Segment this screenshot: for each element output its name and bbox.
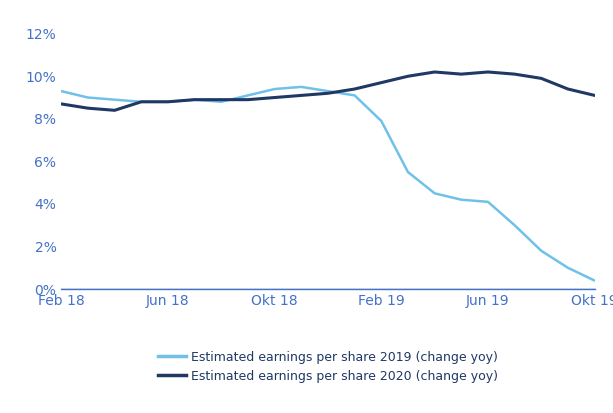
Estimated earnings per share 2019 (change yoy) [191, 97, 199, 102]
Estimated earnings per share 2019 (change yoy) [565, 265, 572, 270]
Estimated earnings per share 2019 (change yoy) [484, 199, 492, 204]
Estimated earnings per share 2019 (change yoy) [351, 93, 359, 98]
Estimated earnings per share 2019 (change yoy) [538, 248, 545, 253]
Estimated earnings per share 2019 (change yoy) [271, 87, 278, 92]
Estimated earnings per share 2020 (change yoy) [484, 69, 492, 74]
Estimated earnings per share 2020 (change yoy) [511, 71, 519, 76]
Estimated earnings per share 2019 (change yoy) [431, 191, 438, 196]
Estimated earnings per share 2020 (change yoy) [538, 76, 545, 81]
Estimated earnings per share 2019 (change yoy) [591, 278, 598, 283]
Estimated earnings per share 2019 (change yoy) [324, 89, 332, 94]
Estimated earnings per share 2019 (change yoy) [405, 170, 412, 175]
Estimated earnings per share 2020 (change yoy) [431, 69, 438, 74]
Estimated earnings per share 2020 (change yoy) [378, 80, 385, 85]
Estimated earnings per share 2020 (change yoy) [458, 71, 465, 76]
Estimated earnings per share 2020 (change yoy) [298, 93, 305, 98]
Estimated earnings per share 2020 (change yoy) [164, 99, 172, 104]
Estimated earnings per share 2019 (change yoy) [378, 119, 385, 123]
Estimated earnings per share 2019 (change yoy) [58, 89, 65, 94]
Estimated earnings per share 2019 (change yoy) [85, 95, 92, 100]
Estimated earnings per share 2019 (change yoy) [511, 223, 519, 228]
Legend: Estimated earnings per share 2019 (change yoy), Estimated earnings per share 202: Estimated earnings per share 2019 (chang… [158, 351, 498, 383]
Estimated earnings per share 2020 (change yoy) [565, 87, 572, 92]
Estimated earnings per share 2019 (change yoy) [298, 84, 305, 89]
Estimated earnings per share 2020 (change yoy) [351, 87, 359, 92]
Estimated earnings per share 2019 (change yoy) [111, 97, 118, 102]
Estimated earnings per share 2019 (change yoy) [218, 99, 225, 104]
Estimated earnings per share 2020 (change yoy) [245, 97, 252, 102]
Estimated earnings per share 2019 (change yoy) [245, 93, 252, 98]
Estimated earnings per share 2020 (change yoy) [271, 95, 278, 100]
Estimated earnings per share 2020 (change yoy) [85, 106, 92, 111]
Estimated earnings per share 2019 (change yoy) [164, 99, 172, 104]
Estimated earnings per share 2019 (change yoy) [138, 99, 145, 104]
Estimated earnings per share 2020 (change yoy) [191, 97, 199, 102]
Line: Estimated earnings per share 2020 (change yoy): Estimated earnings per share 2020 (chang… [61, 72, 595, 110]
Estimated earnings per share 2020 (change yoy) [324, 91, 332, 96]
Estimated earnings per share 2019 (change yoy) [458, 197, 465, 202]
Estimated earnings per share 2020 (change yoy) [591, 93, 598, 98]
Estimated earnings per share 2020 (change yoy) [218, 97, 225, 102]
Estimated earnings per share 2020 (change yoy) [58, 102, 65, 107]
Estimated earnings per share 2020 (change yoy) [405, 74, 412, 79]
Line: Estimated earnings per share 2019 (change yoy): Estimated earnings per share 2019 (chang… [61, 87, 595, 280]
Estimated earnings per share 2020 (change yoy) [111, 108, 118, 113]
Estimated earnings per share 2020 (change yoy) [138, 99, 145, 104]
